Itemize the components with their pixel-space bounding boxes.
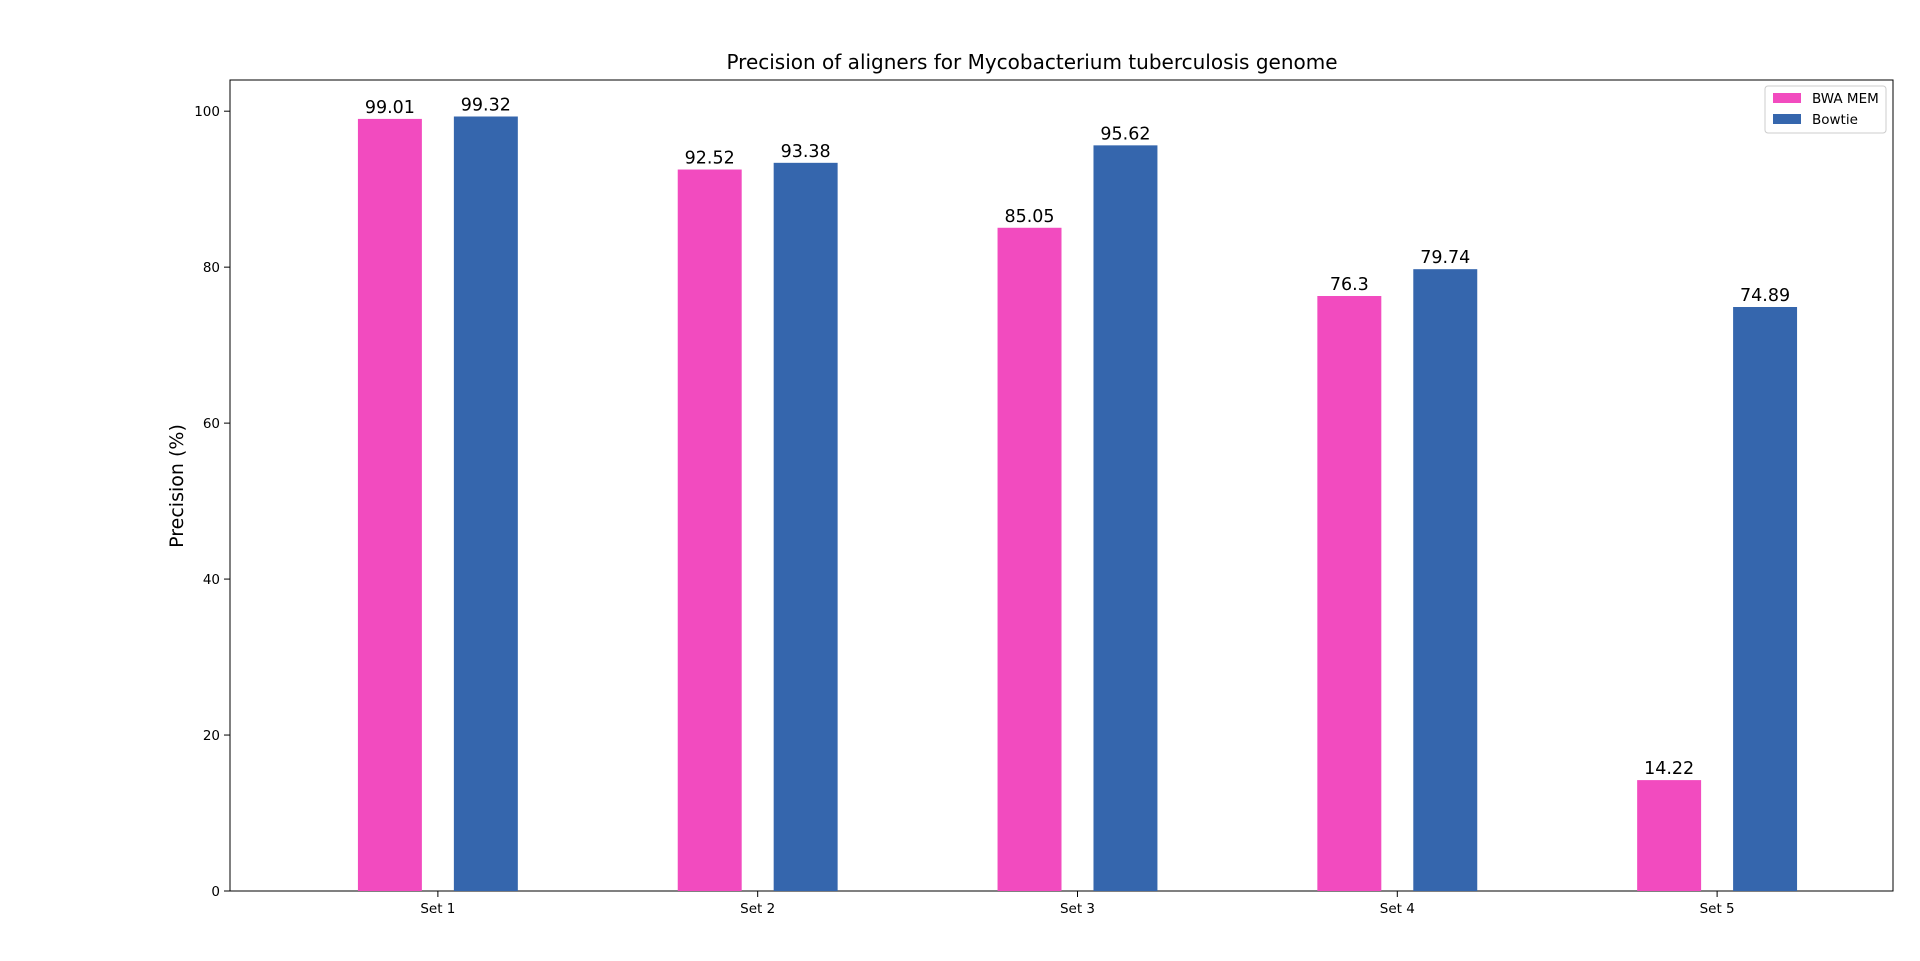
chart-title: Precision of aligners for Mycobacterium … xyxy=(726,50,1337,74)
bar-bowtie-set-4 xyxy=(1413,269,1478,891)
y-axis-label: Precision (%) xyxy=(166,424,188,548)
value-label-bwa-mem-set-5: 14.22 xyxy=(1644,759,1694,779)
value-label-bowtie-set-3: 95.62 xyxy=(1100,124,1150,144)
y-tick-label-40: 40 xyxy=(203,572,220,588)
legend-label-bwa-mem: BWA MEM xyxy=(1812,91,1879,107)
legend-swatch-bowtie xyxy=(1773,114,1801,124)
value-label-bowtie-set-4: 79.74 xyxy=(1420,248,1470,268)
x-axis: Set 1 Set 2 Set 3 Set 4 Set 5 xyxy=(420,891,1735,917)
y-tick-label-60: 60 xyxy=(203,416,220,432)
legend: BWA MEM Bowtie xyxy=(1764,85,1887,134)
bar-bwa-mem-set-1 xyxy=(357,118,422,891)
legend-swatch-bwa-mem xyxy=(1773,93,1801,103)
bar-bwa-mem-set-3 xyxy=(997,227,1062,891)
bar-bowtie-set-1 xyxy=(453,116,518,891)
x-tick-label-set-5: Set 5 xyxy=(1700,901,1735,917)
value-label-bowtie-set-1: 99.32 xyxy=(461,96,511,116)
value-labels-layer: 99.01 92.52 85.05 76.3 14.22 99.32 93.38 95.62 7… xyxy=(365,96,1790,780)
value-label-bowtie-set-5: 74.89 xyxy=(1740,286,1790,306)
y-tick-label-80: 80 xyxy=(203,260,220,276)
y-tick-label-100: 100 xyxy=(194,104,220,120)
plot-area: 99.01 92.52 85.05 76.3 14.22 99.32 93.38 95.62 7… xyxy=(229,79,1894,892)
bar-bowtie-set-2 xyxy=(773,162,838,891)
bar-bowtie-set-5 xyxy=(1733,307,1798,891)
x-tick-label-set-3: Set 3 xyxy=(1060,901,1095,917)
value-label-bowtie-set-2: 93.38 xyxy=(781,142,831,162)
bars-layer xyxy=(357,116,1798,892)
y-tick-label-20: 20 xyxy=(203,728,220,744)
y-tick-label-0: 0 xyxy=(211,884,220,900)
value-label-bwa-mem-set-3: 85.05 xyxy=(1004,207,1054,227)
bar-bwa-mem-set-4 xyxy=(1317,296,1382,891)
value-label-bwa-mem-set-1: 99.01 xyxy=(365,98,415,118)
x-tick-label-set-1: Set 1 xyxy=(420,901,455,917)
x-tick-label-set-4: Set 4 xyxy=(1380,901,1415,917)
bar-bwa-mem-set-5 xyxy=(1637,780,1702,891)
value-label-bwa-mem-set-4: 76.3 xyxy=(1330,275,1369,295)
legend-label-bowtie: Bowtie xyxy=(1812,112,1858,128)
bar-bowtie-set-3 xyxy=(1093,145,1158,892)
y-axis: 0 20 40 60 80 100 xyxy=(194,104,230,900)
bar-bwa-mem-set-2 xyxy=(677,169,742,891)
x-tick-label-set-2: Set 2 xyxy=(740,901,775,917)
value-label-bwa-mem-set-2: 92.52 xyxy=(685,149,735,169)
